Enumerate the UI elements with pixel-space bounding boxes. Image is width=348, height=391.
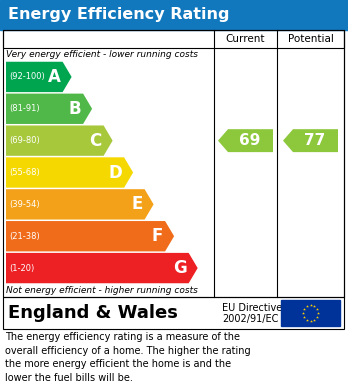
Text: (55-68): (55-68)	[9, 168, 40, 177]
Text: 69: 69	[239, 133, 260, 148]
Text: Very energy efficient - lower running costs: Very energy efficient - lower running co…	[6, 50, 198, 59]
Text: (1-20): (1-20)	[9, 264, 34, 273]
Text: Not energy efficient - higher running costs: Not energy efficient - higher running co…	[6, 286, 198, 295]
Text: 2002/91/EC: 2002/91/EC	[222, 314, 278, 325]
Bar	[3, 30, 344, 48]
Text: 77: 77	[304, 133, 325, 148]
Text: (21-38): (21-38)	[9, 232, 40, 241]
Text: C: C	[89, 132, 102, 150]
Text: B: B	[69, 100, 81, 118]
Polygon shape	[6, 157, 133, 188]
Text: F: F	[152, 227, 163, 245]
Text: A: A	[48, 68, 61, 86]
Bar	[3, 30, 344, 297]
Polygon shape	[218, 129, 273, 152]
Text: E: E	[131, 196, 143, 213]
Text: The energy efficiency rating is a measure of the
overall efficiency of a home. T: The energy efficiency rating is a measur…	[5, 332, 251, 383]
Text: G: G	[173, 259, 187, 277]
Bar	[0, 0, 348, 30]
Bar	[281, 300, 340, 326]
Text: D: D	[108, 163, 122, 181]
Polygon shape	[6, 126, 113, 156]
Text: England & Wales: England & Wales	[8, 304, 178, 322]
Polygon shape	[6, 62, 72, 92]
Polygon shape	[6, 221, 174, 251]
Text: (92-100): (92-100)	[9, 72, 45, 81]
Polygon shape	[6, 189, 153, 219]
Text: (69-80): (69-80)	[9, 136, 40, 145]
Text: Energy Efficiency Rating: Energy Efficiency Rating	[8, 7, 229, 23]
Polygon shape	[6, 253, 198, 283]
Text: Current: Current	[226, 34, 265, 44]
Text: Potential: Potential	[287, 34, 333, 44]
Polygon shape	[6, 93, 92, 124]
Text: (81-91): (81-91)	[9, 104, 40, 113]
Text: (39-54): (39-54)	[9, 200, 40, 209]
Text: EU Directive: EU Directive	[222, 303, 282, 312]
Polygon shape	[283, 129, 338, 152]
Bar	[3, 297, 344, 329]
